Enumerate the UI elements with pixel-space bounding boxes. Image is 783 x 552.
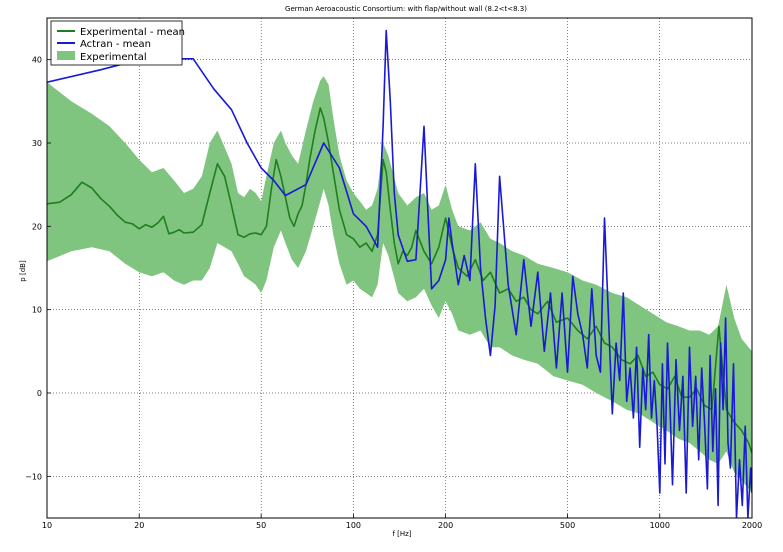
experimental-band-area <box>47 76 752 494</box>
y-tick-label: 0 <box>37 389 42 398</box>
x-tick-label: 100 <box>346 521 361 530</box>
y-tick-label: 10 <box>32 306 42 315</box>
lines-layer <box>47 29 752 518</box>
y-tick-label: 20 <box>32 222 42 231</box>
y-tick-label: 30 <box>32 139 42 148</box>
legend-label-experimental: Experimental <box>80 52 147 63</box>
legend-swatch-experimental-band <box>57 51 75 60</box>
x-tick-label: 10 <box>42 521 52 530</box>
x-tick-label: 500 <box>560 521 575 530</box>
plot-frame <box>46 17 753 519</box>
y-tick-label: −10 <box>25 472 42 481</box>
legend-label-actran-mean: Actran - mean <box>80 39 151 50</box>
legend-label-experimental-mean: Experimental - mean <box>80 27 185 38</box>
y-tick-label: 40 <box>32 56 42 65</box>
chart-title: German Aeroacoustic Consortium: with fla… <box>285 5 527 13</box>
legend: Experimental - mean Actran - mean Experi… <box>50 20 185 66</box>
axis-ticks: 10 20 50 100 200 500 1000 2000 −10 0 10 20 30 40 <box>25 56 762 530</box>
x-axis-label: f [Hz] <box>392 530 411 538</box>
y-axis-label: p [dB] <box>19 260 27 282</box>
x-tick-label: 200 <box>438 521 453 530</box>
experimental-band-layer <box>47 76 752 494</box>
x-tick-label: 20 <box>134 521 144 530</box>
x-tick-label: 50 <box>256 521 266 530</box>
actran-mean-line <box>47 29 752 518</box>
x-tick-label: 2000 <box>742 521 762 530</box>
x-tick-label: 1000 <box>650 521 670 530</box>
